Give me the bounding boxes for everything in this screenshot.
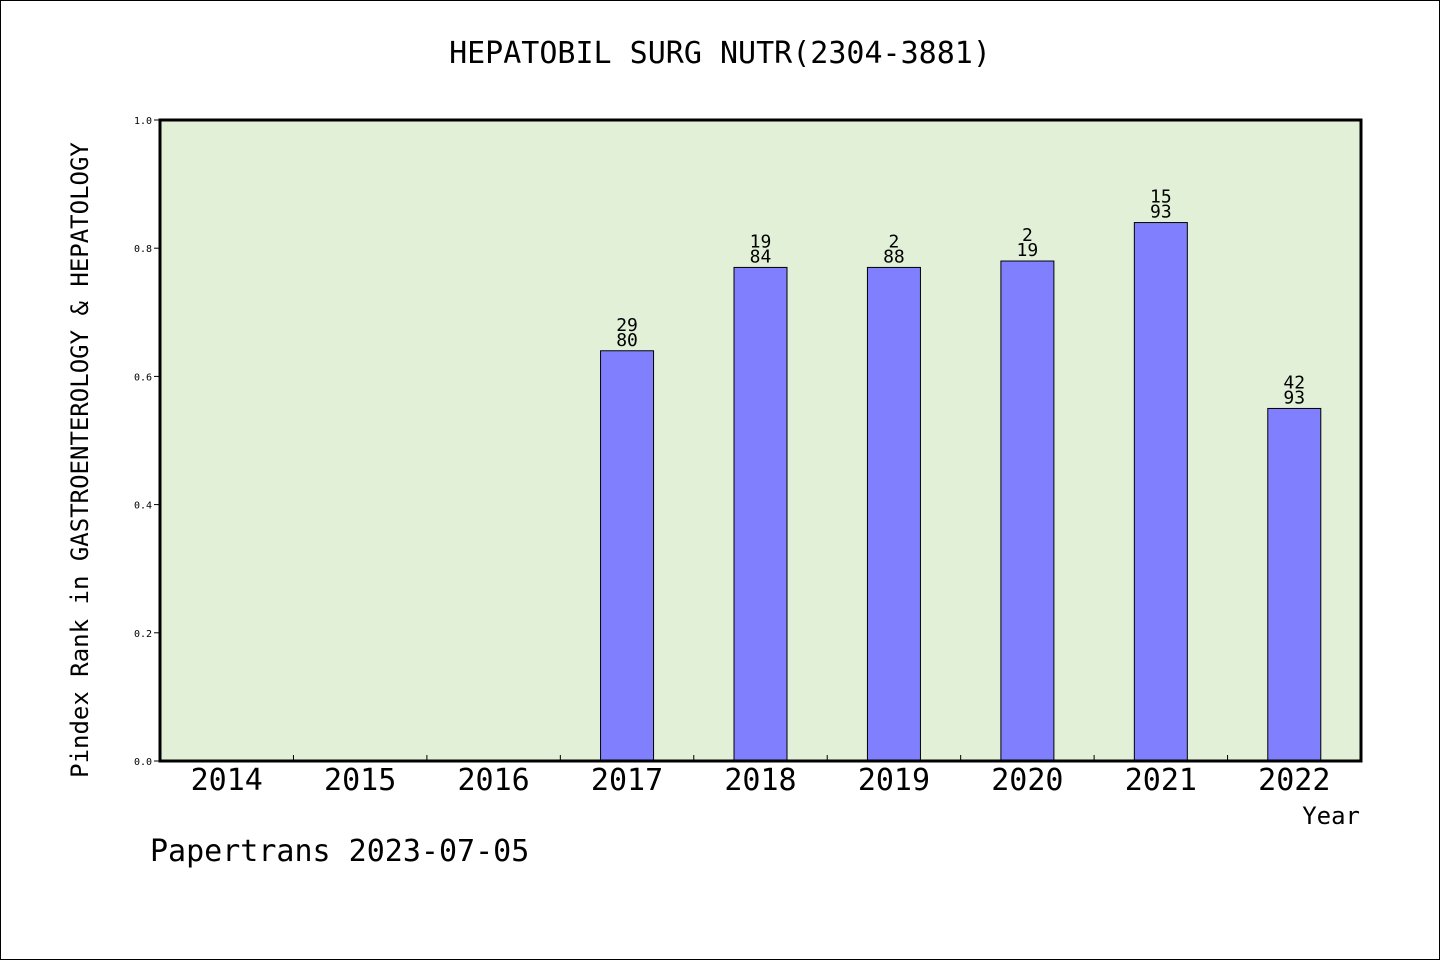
x-tick-label-2020: 2020 [991, 763, 1063, 798]
bar-2020 [1000, 260, 1055, 762]
x-axis: 2014 2015 2016 2017 2018 2019 2020 2021 2022 [191, 755, 1330, 798]
bar-label-total-2021: 93 [1150, 202, 1172, 223]
bar-label-total-2020: 19 [1017, 240, 1039, 261]
bar-label-rank-2019: 2 [889, 231, 900, 252]
x-axis-label: Year [1302, 802, 1360, 830]
x-tick-label-2022: 2022 [1258, 763, 1330, 798]
x-tick-label-2018: 2018 [724, 763, 796, 798]
bar-label-rank-2017: 29 [616, 315, 638, 336]
y-tick-label: 0.2 [134, 629, 152, 640]
y-tick-label: 0.8 [134, 244, 152, 255]
bar-label-total-2018: 84 [750, 246, 772, 267]
bar-2021 [1133, 222, 1188, 762]
y-tick-label: 0.0 [134, 757, 152, 768]
y-axis-label: Pindex Rank in GASTROENTEROLOGY & HEPATO… [66, 142, 94, 778]
y-axis: 0.0 0.2 0.4 0.6 0.8 1.0 [134, 116, 160, 768]
bar-label-rank-2022: 42 [1283, 372, 1305, 393]
bar-label-total-2022: 93 [1283, 387, 1305, 408]
bar-label-total-2019: 88 [883, 246, 905, 267]
bars-group [600, 222, 1322, 762]
x-tick-label-2015: 2015 [324, 763, 396, 798]
bar-2018 [733, 266, 788, 762]
bar-2019 [866, 266, 921, 762]
x-tick-label-2014: 2014 [191, 763, 263, 798]
plot-border [158, 118, 1363, 763]
y-tick-label: 0.6 [134, 372, 152, 383]
x-tick-label-2016: 2016 [457, 763, 529, 798]
y-tick-label: 1.0 [134, 116, 152, 127]
bar-label-rank-2018: 19 [750, 231, 772, 252]
bar-label-rank-2020: 2 [1022, 225, 1033, 246]
bar-label-total-2017: 80 [616, 330, 638, 351]
x-tick-label-2021: 2021 [1125, 763, 1197, 798]
chart-title: HEPATOBIL SURG NUTR(2304-3881) [449, 36, 991, 71]
y-tick-label: 0.4 [134, 501, 152, 512]
bar-2017 [600, 350, 655, 762]
footer-credit: Papertrans 2023-07-05 [150, 834, 530, 869]
bar-label-rank-2021: 15 [1150, 187, 1172, 208]
bar-2022 [1267, 407, 1322, 762]
x-tick-label-2017: 2017 [591, 763, 663, 798]
x-tick-label-2019: 2019 [858, 763, 930, 798]
